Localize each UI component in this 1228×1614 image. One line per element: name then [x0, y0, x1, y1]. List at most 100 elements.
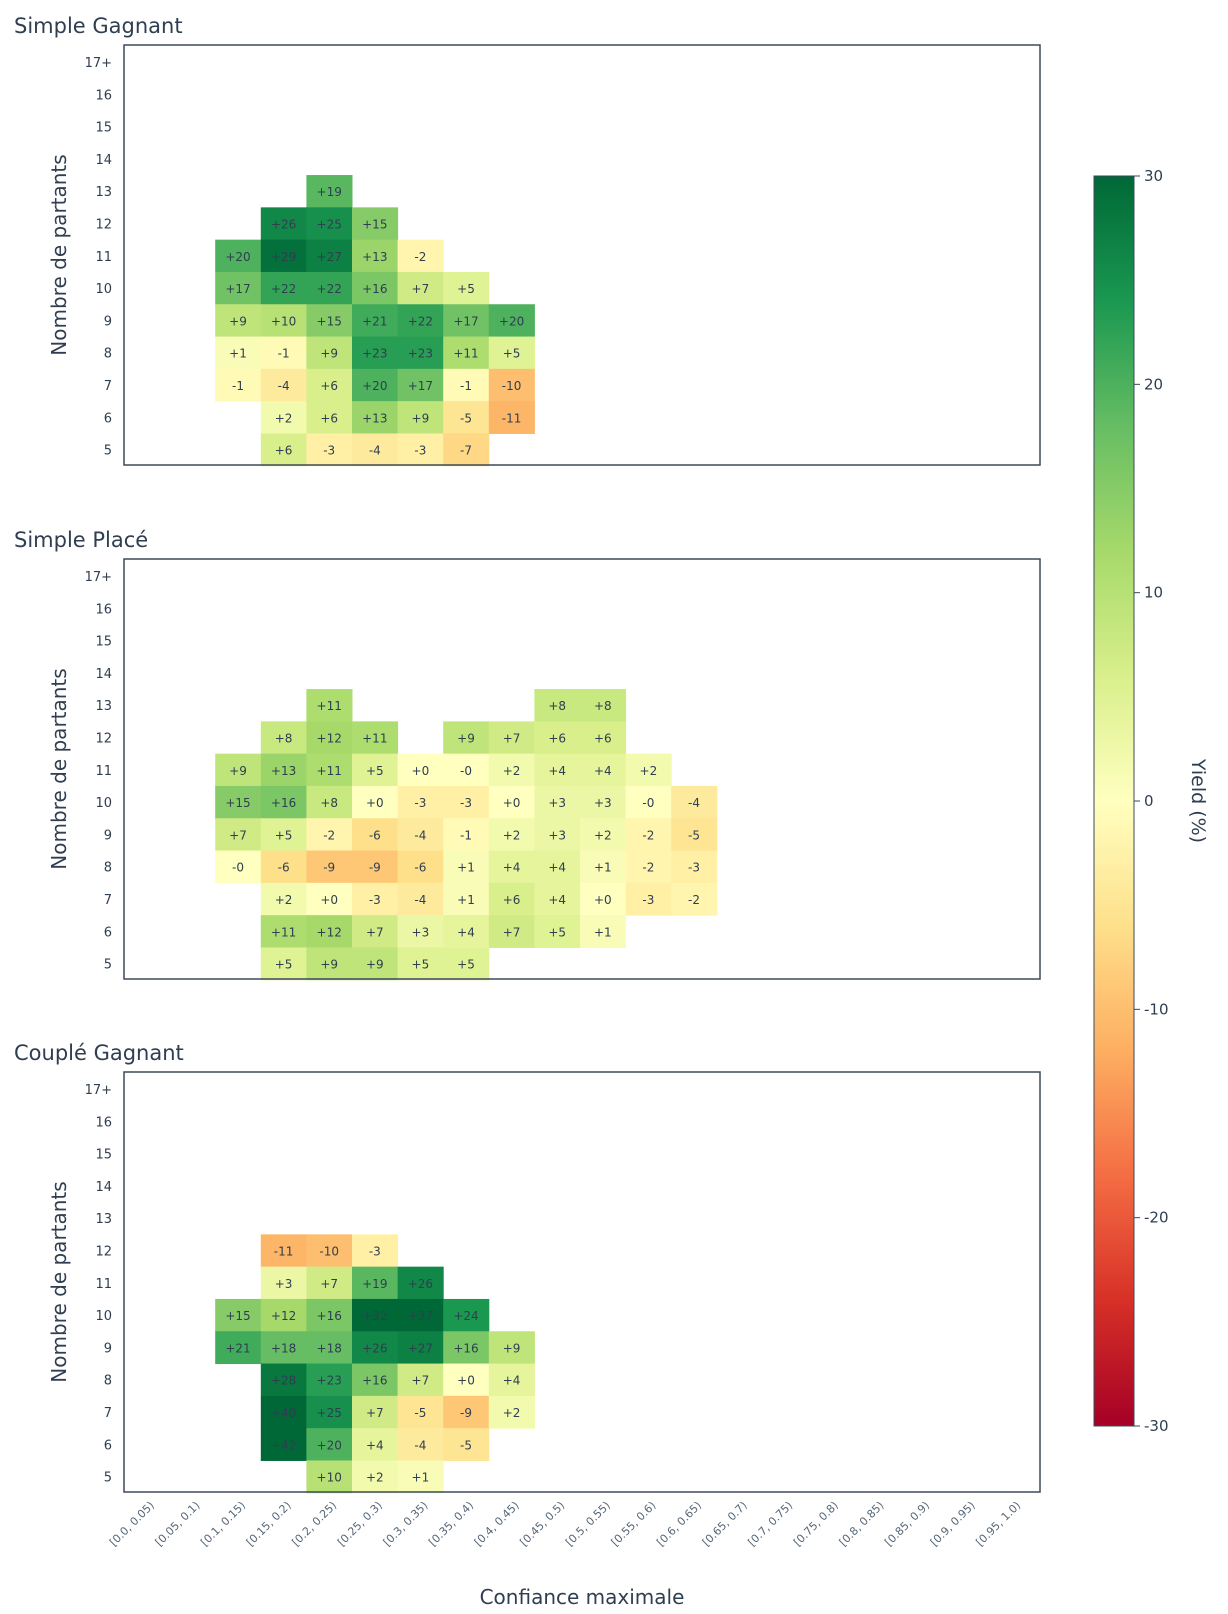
heatmap-cell — [260, 207, 307, 241]
cell-value-label: +7 — [412, 1374, 430, 1388]
cell-value-label: +4 — [548, 861, 566, 875]
cell-value-label: +11 — [271, 925, 296, 939]
heatmap-cell — [534, 689, 581, 722]
heatmap-cell — [306, 850, 353, 884]
panel-title: Couplé Gagnant — [14, 1041, 184, 1065]
heatmap-cell — [534, 721, 581, 755]
cell-value-label: +3 — [548, 828, 566, 842]
cell-value-label: -4 — [414, 893, 426, 907]
heatmap-cell — [488, 850, 535, 884]
cell-value-label: +5 — [548, 925, 566, 939]
heatmap-cell — [260, 947, 307, 981]
cell-value-label: +12 — [317, 732, 342, 746]
cell-value-label: -0 — [232, 861, 244, 875]
heatmap-cell — [215, 336, 262, 370]
heatmap-cell — [306, 1460, 353, 1494]
heatmap-cell — [397, 271, 444, 305]
cell-value-label: -4 — [278, 379, 290, 393]
colorbar-tick-label: 30 — [1144, 167, 1163, 185]
heatmap-cell — [580, 818, 627, 852]
cell-value-label: -1 — [232, 379, 244, 393]
heatmap-cell — [306, 271, 353, 305]
x-tick-label: [0.6, 0.65) — [654, 1499, 704, 1549]
heatmap-cell — [671, 882, 718, 916]
cell-value-label: +9 — [229, 314, 247, 328]
heatmap-cell — [260, 915, 307, 948]
heatmap-cell — [397, 818, 444, 852]
cell-value-label: +21 — [362, 314, 387, 328]
heatmap-cell — [352, 1428, 399, 1461]
cell-value-label: +7 — [503, 925, 521, 939]
y-tick-label: 17+ — [85, 1083, 112, 1098]
heatmap-cell — [260, 818, 307, 852]
cell-value-label: +6 — [275, 444, 293, 458]
cell-value-label: +9 — [366, 958, 384, 972]
cell-value-label: +17 — [453, 314, 478, 328]
y-tick-label: 16 — [95, 88, 112, 103]
y-tick-label: 5 — [104, 1471, 112, 1486]
cell-value-label: +9 — [320, 347, 338, 361]
heatmap-cell — [260, 304, 307, 338]
y-tick-label: 17+ — [85, 56, 112, 71]
heatmap-cell — [488, 1331, 535, 1365]
heatmap-cell — [625, 753, 672, 787]
heatmap-cell — [260, 882, 307, 916]
cell-value-label: -0 — [642, 796, 654, 810]
heatmap-cell — [397, 785, 444, 819]
cell-value-label: +13 — [362, 411, 387, 425]
cell-value-label: -3 — [688, 861, 700, 875]
heatmap-cell — [443, 1298, 490, 1332]
heatmap-cell — [215, 818, 262, 852]
heatmap-cell — [260, 1331, 307, 1365]
cell-value-label: +27 — [408, 1341, 433, 1355]
cell-value-label: +19 — [362, 1277, 387, 1291]
heatmap-cell — [443, 433, 490, 467]
cell-value-label: -1 — [460, 828, 472, 842]
x-tick-label: [0.7, 0.75) — [745, 1499, 795, 1549]
x-tick-label: [0.55, 0.6) — [609, 1499, 659, 1549]
heatmap-cell — [580, 785, 627, 819]
cell-value-label: +18 — [271, 1341, 296, 1355]
heatmap-cell — [352, 882, 399, 916]
cell-value-label: +25 — [317, 1406, 342, 1420]
heatmap-cell — [443, 915, 490, 948]
cell-value-label: +17 — [408, 379, 433, 393]
y-tick-label: 11 — [95, 250, 112, 265]
x-tick-label: [0.45, 0.5) — [517, 1499, 567, 1549]
panel-1: Simple Gagnant Nombre de partants 17+ 16 15 1… — [14, 14, 1041, 467]
heatmap-cell — [488, 785, 535, 819]
cell-value-label: +28 — [271, 1374, 296, 1388]
heatmap-cell — [488, 304, 535, 338]
cell-value-label: +5 — [503, 347, 521, 361]
colorbar-tick-label: -30 — [1144, 1417, 1169, 1435]
heatmap-cell — [443, 947, 490, 981]
cell-value-label: -3 — [642, 893, 654, 907]
heatmap-cell — [625, 818, 672, 852]
heatmap-cell — [260, 271, 307, 305]
y-tick-label: 13 — [95, 185, 112, 200]
cell-value-label: +1 — [412, 1471, 430, 1485]
cell-value-label: -0 — [460, 764, 472, 778]
heatmap-cell — [534, 818, 581, 852]
heatmap-cell — [215, 850, 262, 884]
x-tick-label: [0.5, 0.55) — [563, 1499, 613, 1549]
heatmap-cell — [580, 915, 627, 948]
axes-frame — [123, 1071, 1041, 1493]
heatmap-cell — [443, 1363, 490, 1397]
cell-value-label: +3 — [594, 796, 612, 810]
heatmap-cell — [260, 1363, 307, 1397]
cell-value-label: +22 — [408, 314, 433, 328]
heatmap-cell — [580, 850, 627, 884]
x-tick-label: [0.05, 0.1) — [153, 1499, 203, 1549]
y-tick-label: 6 — [104, 1438, 112, 1453]
heatmap-cell — [306, 1363, 353, 1397]
cell-value-label: -3 — [460, 796, 472, 810]
x-tick-label: [0.15, 0.2) — [244, 1499, 294, 1549]
heatmap-cell — [397, 336, 444, 370]
cell-value-label: +16 — [271, 796, 296, 810]
heatmap-cell — [397, 882, 444, 916]
heatmap-cell — [306, 1234, 353, 1268]
cell-value-label: +29 — [271, 250, 296, 264]
cell-value-label: +0 — [412, 764, 430, 778]
y-tick-label: 14 — [95, 667, 112, 682]
